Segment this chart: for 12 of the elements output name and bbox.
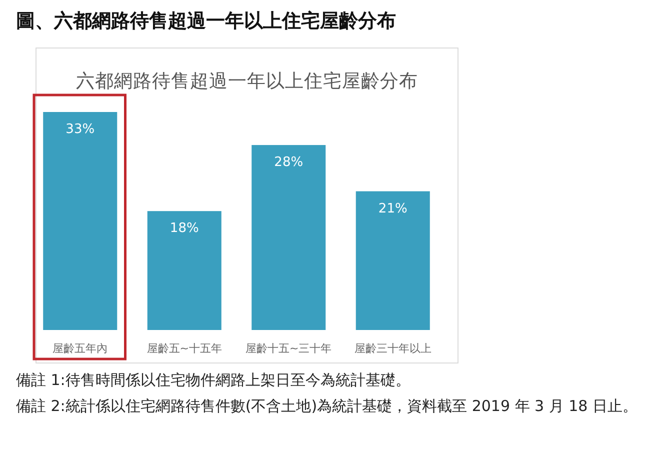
data-label: 18% <box>170 221 199 236</box>
annotation: 備註 1:待售時間係以住宅物件網路上架日至今為統計基礎。 <box>16 371 410 389</box>
x-tick-label: 屋齡五~十五年 <box>146 342 222 355</box>
data-label: 28% <box>274 155 304 170</box>
x-tick-label: 屋齡十五~三十年 <box>246 342 332 355</box>
title: 圖、六都網路待售超過一年以上住宅屋齡分布 <box>16 10 396 32</box>
annotation: 備註 2:統計係以住宅網路待售件數(不含土地)為統計基礎，資料截至 2019 年 3 月 18 日止。 <box>16 397 638 415</box>
subtitle: 六都網路待售超過一年以上住宅屋齡分布 <box>76 71 418 92</box>
data-label: 21% <box>378 201 408 216</box>
x-tick-label: 屋齡五年內 <box>52 342 108 355</box>
x-tick-label: 屋齡三十年以上 <box>354 342 432 355</box>
data-label: 33% <box>66 122 95 137</box>
